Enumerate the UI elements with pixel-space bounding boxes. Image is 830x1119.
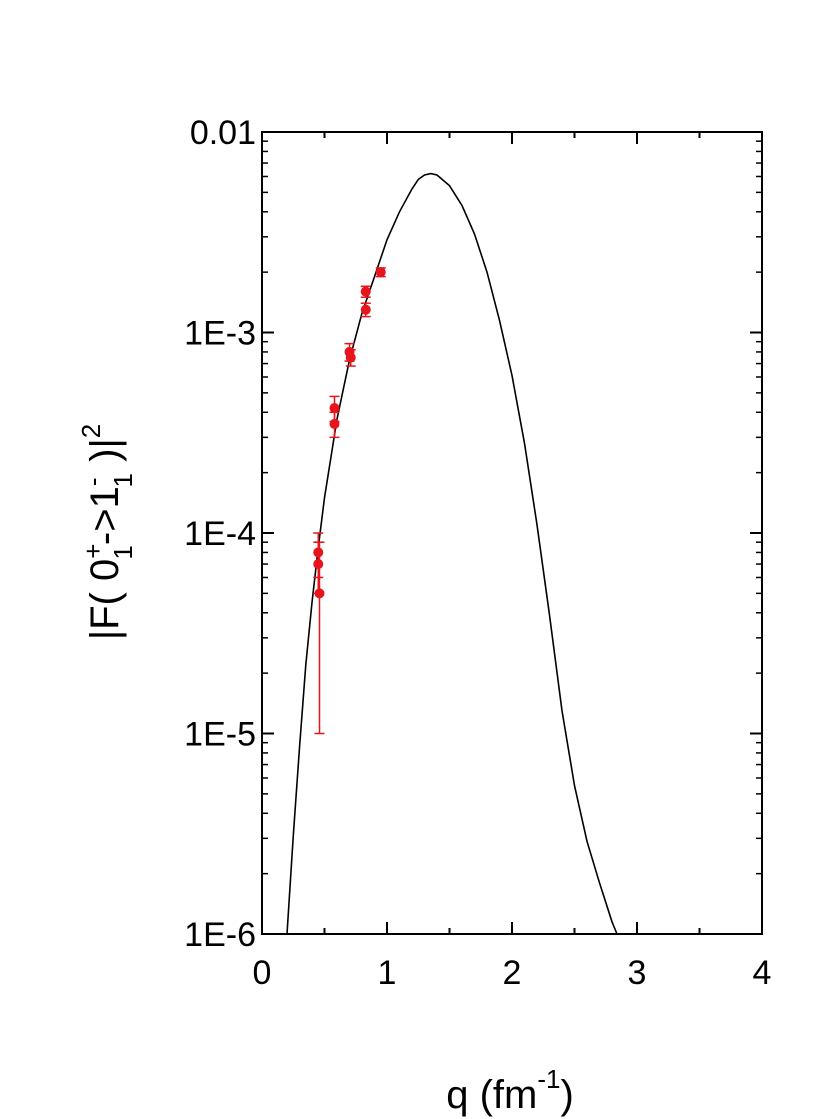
y-axis-label: |F( 0+1->1-1 )|2 <box>76 424 138 641</box>
data-marker <box>313 559 324 570</box>
y-tick-label: 1E-3 <box>184 315 256 353</box>
data-point <box>360 302 371 318</box>
data-marker <box>345 352 356 363</box>
data-marker <box>360 286 371 297</box>
model-curve <box>286 172 618 935</box>
data-marker <box>314 588 325 599</box>
data-point <box>314 541 325 735</box>
data-point <box>375 267 386 278</box>
x-tick-label: 0 <box>253 954 272 992</box>
x-tick-label: 1 <box>378 954 397 992</box>
y-tick-label: 1E-6 <box>184 916 256 954</box>
plot-frame <box>261 131 763 935</box>
model-curve-layer <box>286 172 618 935</box>
data-marker <box>329 418 340 429</box>
y-tick-label: 1E-5 <box>184 716 256 754</box>
data-point <box>360 285 371 298</box>
x-tick-label: 3 <box>628 954 647 992</box>
x-tick-label: 2 <box>503 954 522 992</box>
data-marker <box>360 304 371 315</box>
data-point <box>345 349 356 367</box>
data-points-layer <box>313 267 386 735</box>
y-tick-label: 0.01 <box>190 114 256 152</box>
data-marker <box>329 403 340 414</box>
data-marker <box>375 267 386 278</box>
x-tick-label: 4 <box>753 954 772 992</box>
y-tick-label: 1E-4 <box>184 515 256 553</box>
data-point <box>329 411 340 439</box>
ticks-layer: 0 1 2 3 4 0.01 1E-3 1E-4 1E-5 1E-6 <box>184 114 771 992</box>
x-axis-label: q (fm-1) <box>446 1064 574 1117</box>
